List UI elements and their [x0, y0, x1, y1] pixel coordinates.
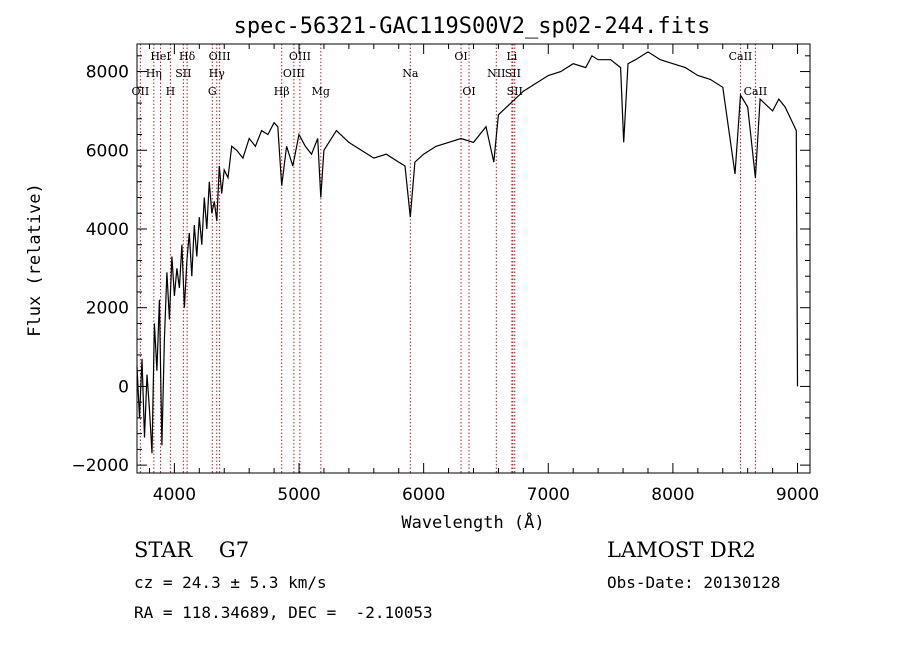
y-axis-label: Flux (relative): [25, 183, 45, 337]
spectrum-line: [136, 51, 799, 454]
observation-date: Obs-Date: 20130128: [607, 573, 781, 592]
line-marker-label: CaII: [744, 85, 768, 98]
line-marker-label: OII: [132, 85, 150, 98]
redshift-velocity: cz = 24.3 ± 5.3 km/s: [134, 573, 327, 592]
line-marker-labels: OII Hη HeI H Hδ SII G OIII Hγ Hβ OIII OIII Mg Na OI OI N…: [132, 50, 768, 98]
y-tick-label: 0: [118, 377, 129, 397]
line-marker-label: Hβ: [274, 85, 290, 98]
x-tick-label: 4000: [153, 485, 196, 505]
line-marker-label: Na: [402, 67, 419, 80]
line-marker-label: Mg: [312, 85, 330, 98]
x-axis: 4000 5000 6000 7000 8000 9000: [148, 44, 819, 505]
y-tick-label: 8000: [86, 63, 129, 83]
line-marker-label: OIII: [209, 50, 231, 63]
object-class: STAR G7: [134, 538, 250, 562]
x-tick-label: 6000: [402, 485, 445, 505]
chart-title: spec-56321-GAC119S00V2_sp02-244.fits: [234, 14, 711, 39]
line-marker-label: Hδ: [179, 50, 196, 63]
line-marker-label: G: [208, 85, 217, 98]
y-axis: −2000 0 2000 4000 6000 8000: [71, 55, 810, 476]
line-marker-label: HeI: [150, 50, 170, 63]
line-marker-label: NII: [487, 67, 505, 80]
y-tick-label: 4000: [86, 220, 129, 240]
y-tick-label: 6000: [86, 141, 129, 161]
survey-name: LAMOST DR2: [607, 538, 756, 562]
plot-frame: [136, 43, 811, 474]
line-marker-label: SII: [175, 67, 191, 80]
x-tick-label: 5000: [277, 485, 320, 505]
line-marker-label: Li: [506, 50, 517, 63]
line-marker-label: Hγ: [209, 67, 226, 80]
line-marker-label: H: [166, 85, 176, 98]
line-marker-label: SII: [507, 85, 523, 98]
coordinates: RA = 118.34689, DEC = -2.10053: [134, 603, 433, 622]
line-marker-label: OI: [462, 85, 475, 98]
line-markers: [139, 44, 756, 473]
line-marker-label: OIII: [289, 50, 311, 63]
line-marker-label: SII: [505, 67, 521, 80]
y-tick-label: 2000: [86, 299, 129, 319]
x-tick-label: 7000: [527, 485, 570, 505]
line-marker-label: CaII: [729, 50, 753, 63]
line-marker-label: OIII: [283, 67, 305, 80]
x-axis-label: Wavelength (Å): [401, 511, 544, 533]
x-tick-label: 9000: [776, 485, 819, 505]
line-marker-label: Hη: [146, 67, 162, 80]
y-tick-label: −2000: [71, 456, 129, 476]
x-tick-label: 8000: [651, 485, 694, 505]
line-marker-label: OI: [454, 50, 467, 63]
